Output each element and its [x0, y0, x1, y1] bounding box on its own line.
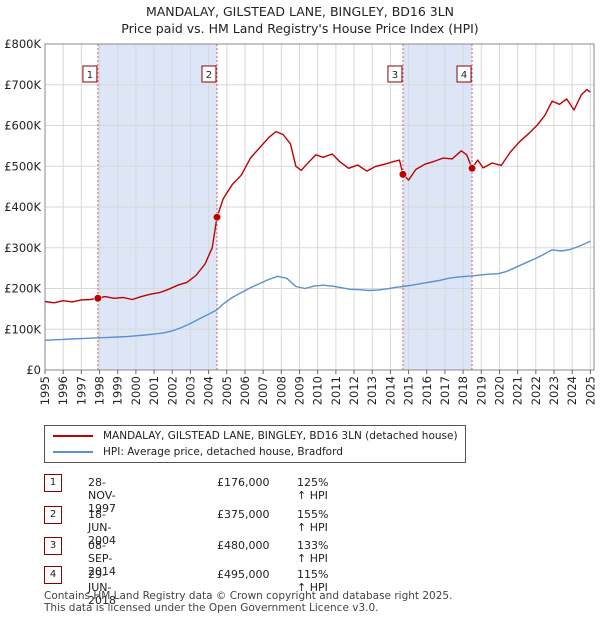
y-tick-label: £700K [4, 78, 41, 92]
sale-number-box [387, 65, 403, 83]
x-tick-label: 2006 [238, 376, 252, 405]
chart-subtitle: Price paid vs. HM Land Registry's House … [121, 21, 479, 36]
sale-number-box [82, 65, 98, 83]
x-tick-label: 2024 [565, 376, 579, 405]
series-line-property [44, 88, 591, 304]
sale-number-box [201, 65, 217, 83]
transaction-date: 29-JUN-2018 [88, 568, 116, 607]
transaction-number: 1 [44, 474, 62, 492]
sale-number-label: 3 [392, 70, 398, 81]
y-tick-label: £800K [4, 37, 41, 51]
x-tick-label: 2016 [420, 376, 434, 405]
series-line-hpi [44, 240, 591, 341]
x-tick-label: 2015 [402, 376, 416, 405]
sale-number-label: 4 [461, 70, 467, 81]
transaction-hpi: 115% ↑ HPI [297, 568, 329, 594]
x-tick-label: 2009 [293, 376, 307, 405]
y-tick-label: £0 [26, 363, 41, 377]
sale-number-label: 2 [206, 70, 212, 81]
legend-item-hpi: HPI: Average price, detached house, Brad… [53, 444, 343, 460]
legend-label-property: MANDALAY, GILSTEAD LANE, BINGLEY, BD16 3… [103, 430, 458, 442]
transaction-hpi: 155% ↑ HPI [297, 508, 329, 534]
legend: MANDALAY, GILSTEAD LANE, BINGLEY, BD16 3… [44, 425, 466, 463]
legend-item-property: MANDALAY, GILSTEAD LANE, BINGLEY, BD16 3… [53, 428, 458, 444]
x-tick-label: 2005 [220, 376, 234, 405]
x-tick-label: 2007 [256, 376, 270, 405]
transaction-hpi: 125% ↑ HPI [297, 476, 329, 502]
transaction-hpi: 133% ↑ HPI [297, 539, 329, 565]
y-tick-label: £600K [4, 119, 41, 133]
transaction-number: 4 [44, 566, 62, 584]
x-tick-label: 1995 [38, 376, 52, 405]
transaction-number: 3 [44, 537, 62, 555]
x-tick-label: 2019 [474, 376, 488, 405]
plot-border [44, 43, 595, 371]
x-tick-label: 1997 [74, 376, 88, 405]
y-tick-label: £500K [4, 159, 41, 173]
x-tick-label: 1998 [93, 376, 107, 405]
x-tick-label: 2003 [183, 376, 197, 405]
x-tick-label: 2001 [147, 376, 161, 405]
x-tick-label: 2022 [529, 376, 543, 405]
x-tick-label: 2021 [511, 376, 525, 405]
x-tick-label: 2012 [347, 376, 361, 405]
transaction-number: 2 [44, 506, 62, 524]
y-tick-label: £100K [4, 322, 41, 336]
sale-point [93, 294, 103, 303]
x-tick-label: 2004 [202, 376, 216, 405]
y-tick-label: £300K [4, 241, 41, 255]
x-tick-label: 2000 [129, 376, 143, 405]
x-tick-label: 2013 [365, 376, 379, 405]
x-tick-label: 2008 [274, 376, 288, 405]
transaction-price: £375,000 [217, 508, 270, 521]
transaction-price: £480,000 [217, 539, 270, 552]
x-tick-label: 2023 [547, 376, 561, 405]
x-tick-label: 2011 [329, 376, 343, 405]
footer-licence: This data is licensed under the Open Gov… [44, 602, 379, 614]
sale-number-box [456, 65, 472, 83]
transaction-date: 28-NOV-1997 [88, 476, 116, 515]
x-tick-label: 2018 [456, 376, 470, 405]
x-tick-label: 2014 [383, 376, 397, 405]
chart-title: MANDALAY, GILSTEAD LANE, BINGLEY, BD16 3… [145, 4, 455, 19]
x-tick-label: 2020 [492, 376, 506, 405]
x-tick-label: 2017 [438, 376, 452, 405]
sale-point [212, 213, 222, 222]
transaction-price: £495,000 [217, 568, 270, 581]
legend-swatch-hpi [53, 451, 93, 453]
x-tick-label: 2002 [165, 376, 179, 405]
transaction-date: 08-SEP-2014 [88, 539, 116, 578]
footer-copyright: Contains HM Land Registry data © Crown c… [44, 590, 453, 602]
transaction-date: 18-JUN-2004 [88, 508, 116, 547]
x-tick-label: 2025 [583, 376, 597, 405]
y-tick-label: £200K [4, 282, 41, 296]
sale-point [398, 170, 408, 179]
legend-label-hpi: HPI: Average price, detached house, Brad… [103, 446, 343, 458]
legend-swatch-property [53, 435, 93, 437]
x-tick-label: 1996 [56, 376, 70, 405]
transaction-price: £176,000 [217, 476, 270, 489]
x-tick-label: 1999 [111, 376, 125, 405]
footer: Contains HM Land Registry data © Crown c… [44, 590, 452, 614]
price-chart: £0 £100K £200K £300K £400K £500K £600K £700K £80… [4, 37, 597, 405]
sale-point [467, 164, 477, 173]
x-tick-label: 2010 [311, 376, 325, 405]
y-tick-label: £400K [4, 200, 41, 214]
sale-number-label: 1 [87, 70, 93, 81]
